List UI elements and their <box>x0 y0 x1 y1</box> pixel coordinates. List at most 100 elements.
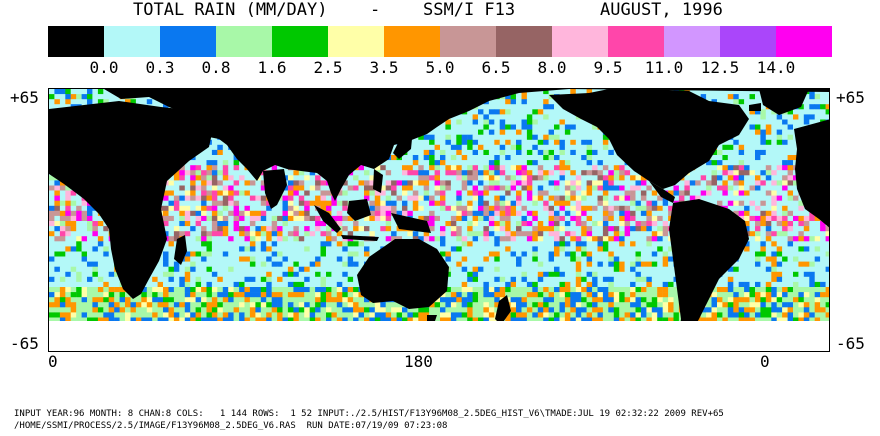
precip-cell <box>505 241 511 247</box>
precip-cell <box>733 89 739 95</box>
precip-cell <box>597 205 604 212</box>
precip-cell <box>266 221 272 227</box>
precip-cell <box>173 215 180 222</box>
precip-cell <box>733 170 739 176</box>
precip-cell <box>494 99 500 105</box>
precip-cell <box>510 185 517 191</box>
precip-cell <box>787 185 794 191</box>
precip-cell <box>744 256 750 262</box>
precip-cell <box>353 241 359 247</box>
precip-cell <box>684 180 691 186</box>
precip-cell <box>570 241 576 247</box>
precip-cell <box>157 104 164 110</box>
precip-cell <box>803 114 810 120</box>
precip-cell <box>787 160 794 166</box>
precip-cell <box>201 251 207 257</box>
precip-cell <box>76 256 82 262</box>
precip-cell <box>803 215 810 222</box>
precip-cell <box>298 256 305 262</box>
precip-cell <box>440 231 446 237</box>
precip-cell <box>809 119 815 125</box>
precip-cell <box>651 236 658 242</box>
precip-cell <box>456 200 462 207</box>
precip-cell <box>277 256 283 262</box>
precip-cell <box>624 215 631 222</box>
precip-cell <box>195 226 202 232</box>
precip-cell <box>548 246 555 252</box>
precip-cell <box>396 175 403 181</box>
precip-cell <box>787 129 794 135</box>
precip-cell <box>499 236 506 242</box>
precip-cell <box>586 144 593 151</box>
precip-cell <box>249 226 256 232</box>
precip-cell <box>173 226 180 232</box>
precip-cell <box>54 200 61 207</box>
precip-cell <box>543 139 549 146</box>
precip-cell <box>684 190 691 196</box>
precip-cell <box>456 205 462 212</box>
precip-cell <box>727 200 734 207</box>
precip-cell <box>87 99 93 105</box>
precip-cell <box>282 261 289 267</box>
precip-cell <box>184 205 191 212</box>
precip-cell <box>630 190 636 196</box>
precip-cell <box>570 210 576 217</box>
precip-cell <box>613 241 620 247</box>
precip-cell <box>168 231 175 237</box>
precip-cell <box>195 236 202 242</box>
precip-cell <box>450 256 457 262</box>
precip-cell <box>76 99 82 105</box>
precip-cell <box>412 165 419 171</box>
precip-cell <box>472 139 479 146</box>
precip-cell <box>434 124 441 130</box>
precip-cell <box>59 231 66 237</box>
precip-cell <box>369 251 376 257</box>
precip-cell <box>266 251 272 257</box>
precip-cell <box>537 251 544 257</box>
precip-cell <box>722 175 729 181</box>
precip-cell <box>277 236 283 242</box>
precip-cell <box>722 190 729 196</box>
precip-cell <box>168 210 175 217</box>
precip-cell <box>537 160 544 166</box>
precip-cell <box>505 205 511 212</box>
precip-cell <box>76 236 82 242</box>
precip-cell <box>49 104 55 110</box>
precip-cell <box>461 226 468 232</box>
precip-cell <box>738 165 745 171</box>
precip-cell <box>336 261 343 267</box>
precip-cell <box>206 195 213 201</box>
precip-cell <box>59 261 66 267</box>
precip-cell <box>646 251 653 257</box>
precip-cell <box>418 180 424 186</box>
precip-cell <box>771 149 777 156</box>
precip-cell <box>49 215 55 222</box>
precip-cell <box>407 210 414 217</box>
precip-cell <box>65 256 71 262</box>
precip-cell <box>353 221 359 227</box>
precip-cell <box>613 195 620 201</box>
precip-cell <box>342 226 348 232</box>
precip-cell <box>782 231 788 237</box>
precip-cell <box>483 124 490 130</box>
precip-cell <box>233 251 240 257</box>
precip-cell <box>478 200 484 207</box>
precip-cell <box>510 215 517 222</box>
precip-cell <box>402 165 408 171</box>
precip-cell <box>793 124 799 130</box>
precip-cell <box>412 149 419 156</box>
precip-cell <box>429 170 435 176</box>
precip-cell <box>602 175 609 181</box>
precip-cell <box>206 190 213 196</box>
precip-cell <box>494 165 500 171</box>
precip-cell <box>315 190 321 196</box>
precip-cell <box>456 144 462 151</box>
precip-cell <box>744 109 750 115</box>
precip-cell <box>65 261 71 267</box>
precip-cell <box>374 241 381 247</box>
precip-cell <box>673 190 680 196</box>
precip-cell <box>559 144 566 151</box>
precip-cell <box>249 246 256 252</box>
precip-cell <box>326 195 332 201</box>
precip-cell <box>564 170 571 176</box>
